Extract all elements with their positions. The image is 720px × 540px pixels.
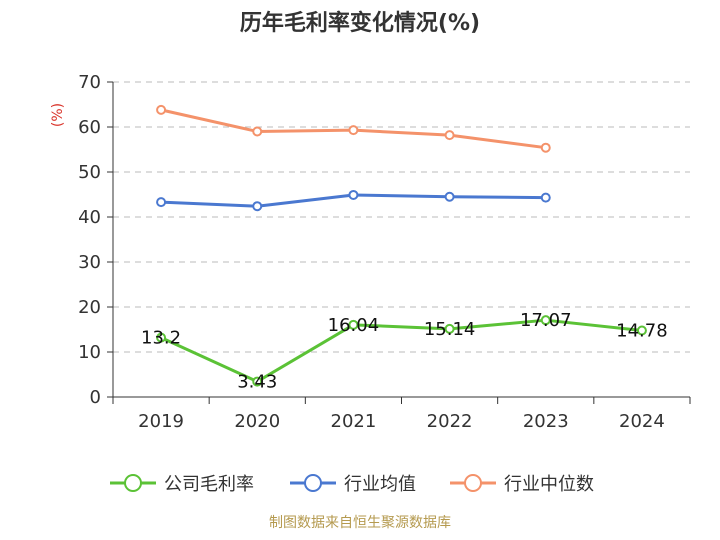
x-tick-label: 2022 — [427, 411, 473, 432]
y-tick-label: 40 — [78, 207, 101, 228]
y-tick-label: 50 — [78, 162, 101, 183]
legend-label: 公司毛利率 — [164, 474, 254, 495]
data-point[interactable] — [444, 130, 455, 141]
series-line-1 — [160, 318, 643, 384]
data-point[interactable] — [252, 126, 263, 137]
x-tick-label: 2020 — [234, 411, 280, 432]
data-point[interactable] — [540, 192, 551, 203]
source-note: 制图数据来自恒生聚源数据库 — [269, 515, 451, 531]
data-labels: 13.2 3.43 16.04 15.14 17.07 14.78 — [141, 310, 668, 392]
y-tick-label: 70 — [78, 72, 101, 93]
data-point[interactable] — [636, 325, 647, 336]
legend-item-1[interactable]: 公司毛利率 — [110, 474, 254, 495]
data-point[interactable] — [156, 332, 167, 343]
x-tick-label: 2023 — [523, 411, 569, 432]
y-tick-label: 10 — [78, 342, 101, 363]
data-point[interactable] — [348, 125, 359, 136]
data-point[interactable] — [156, 104, 167, 115]
axes: 0 10 20 30 40 50 60 70 2019 2020 2021 2022 2023 2024 — [78, 72, 691, 432]
y-tick-label: 0 — [90, 387, 101, 408]
data-point[interactable] — [540, 142, 551, 153]
legend-swatch-marker — [124, 474, 142, 492]
legend[interactable]: 公司毛利率 行业均值 行业中位数 — [110, 474, 594, 495]
y-tick-label: 30 — [78, 252, 101, 273]
data-point[interactable] — [444, 191, 455, 202]
x-tick-label: 2024 — [619, 411, 665, 432]
x-tick-label: 2021 — [331, 411, 377, 432]
x-tick-label: 2019 — [138, 411, 184, 432]
data-label: 13.2 — [141, 328, 181, 349]
y-tick-label: 60 — [78, 117, 101, 138]
legend-label: 行业均值 — [344, 474, 416, 495]
data-point[interactable] — [252, 376, 263, 387]
data-label: 15.14 — [424, 319, 476, 340]
legend-swatch-marker — [464, 474, 482, 492]
data-point[interactable] — [444, 323, 455, 334]
data-point[interactable] — [540, 315, 551, 326]
series-lines — [156, 104, 647, 387]
gridlines — [113, 81, 690, 353]
y-tick-label: 20 — [78, 297, 101, 318]
data-label: 14.78 — [616, 320, 668, 341]
chart-title: 历年毛利率变化情况(%) — [240, 10, 480, 36]
legend-item-2[interactable]: 行业均值 — [290, 474, 416, 495]
data-point[interactable] — [348, 189, 359, 200]
data-point[interactable] — [156, 197, 167, 208]
legend-item-3[interactable]: 行业中位数 — [450, 474, 594, 495]
y-axis-unit: (%) — [50, 103, 66, 127]
data-label: 17.07 — [520, 310, 572, 331]
data-label: 16.04 — [328, 315, 380, 336]
legend-swatch-marker — [304, 474, 322, 492]
data-point[interactable] — [252, 201, 263, 212]
legend-label: 行业中位数 — [504, 474, 594, 495]
data-label: 3.43 — [237, 372, 277, 393]
data-point[interactable] — [348, 319, 359, 330]
